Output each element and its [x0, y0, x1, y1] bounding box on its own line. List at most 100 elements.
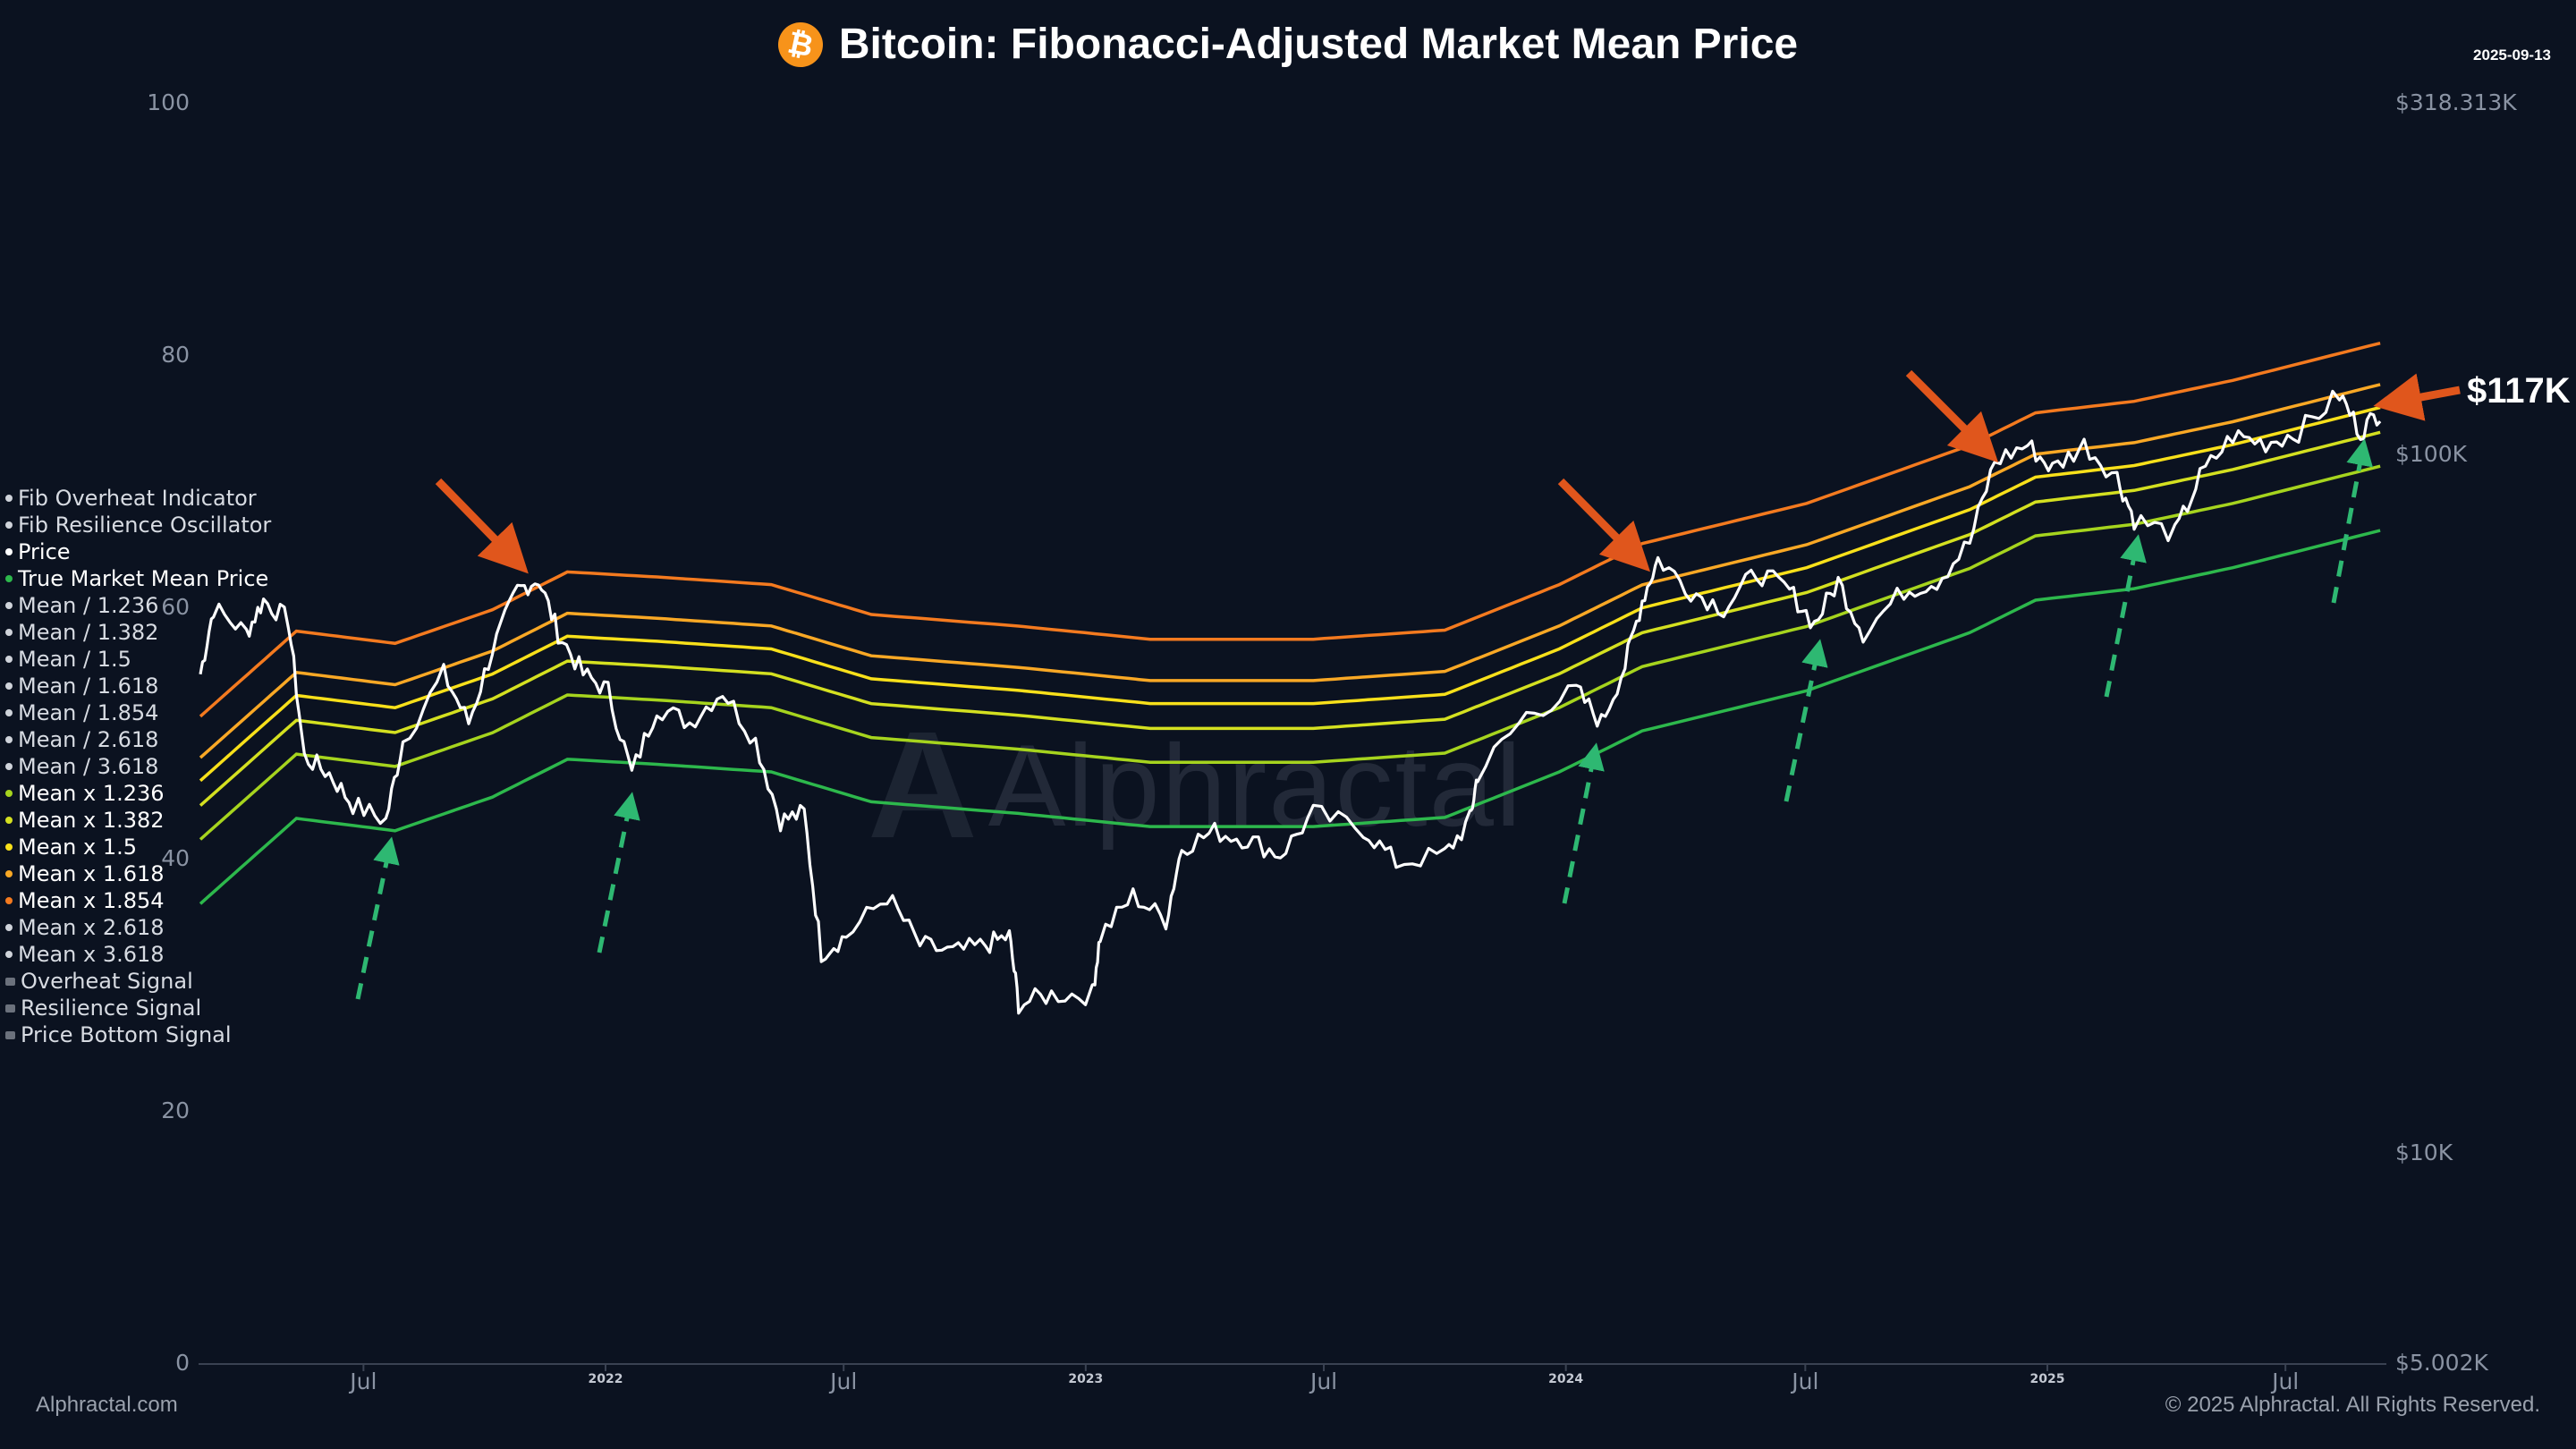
- legend-label: Mean / 1.854: [18, 700, 159, 725]
- legend-item[interactable]: Mean x 1.5: [5, 834, 271, 860]
- legend-item[interactable]: Mean / 1.618: [5, 673, 271, 699]
- y-right-tick-label: $10K: [2395, 1139, 2453, 1165]
- legend-label: Mean x 3.618: [18, 942, 165, 967]
- x-tick-label: 2022: [588, 1372, 623, 1386]
- legend-marker-icon: [5, 790, 13, 797]
- legend-label: Price: [18, 539, 71, 564]
- x-tick-label: Jul: [830, 1368, 858, 1394]
- x-tick-label: Jul: [350, 1368, 377, 1394]
- footer-site: Alphractal.com: [36, 1393, 178, 1417]
- support-arrow-1: [355, 836, 400, 1000]
- y-right-tick-label: $318.313K: [2395, 89, 2517, 115]
- resistance-arrow-1: [435, 478, 529, 574]
- legend-item[interactable]: Fib Overheat Indicator: [5, 485, 271, 512]
- legend-item[interactable]: Overheat Signal: [5, 968, 271, 995]
- support-arrow-2: [597, 792, 640, 953]
- legend-label: Fib Overheat Indicator: [18, 486, 257, 511]
- legend-item[interactable]: Mean / 1.382: [5, 619, 271, 646]
- legend-marker-icon: [5, 843, 13, 851]
- price-callout: $117K: [2467, 371, 2571, 411]
- legend-item[interactable]: Price Bottom Signal: [5, 1021, 271, 1048]
- y-left-tick-label: 60: [161, 593, 190, 620]
- legend-item[interactable]: Mean / 1.5: [5, 646, 271, 673]
- legend-item[interactable]: Mean x 1.382: [5, 807, 271, 834]
- legend-marker-icon: [5, 951, 13, 958]
- legend-item[interactable]: Mean / 3.618: [5, 753, 271, 780]
- watermark: A Alphractal: [868, 698, 1523, 873]
- legend-marker-icon: [5, 682, 13, 690]
- legend-item[interactable]: Mean x 1.618: [5, 860, 271, 887]
- legend-item[interactable]: Price: [5, 538, 271, 565]
- series-band-1-382: [199, 430, 2381, 807]
- legend-marker-icon: [5, 736, 13, 743]
- watermark-logo-icon: A: [868, 700, 979, 870]
- legend-item[interactable]: Mean / 1.854: [5, 699, 271, 726]
- legend-marker-icon: [5, 521, 13, 529]
- y-left-tick-label: 100: [147, 89, 190, 115]
- support-arrow-5: [2104, 534, 2147, 698]
- legend-marker-icon: [5, 897, 13, 904]
- legend-marker-icon: [5, 495, 13, 502]
- resistance-arrow-4: [2373, 373, 2461, 421]
- legend-label: Mean x 1.5: [18, 835, 138, 860]
- y-left-tick-label: 40: [161, 845, 190, 872]
- x-tick-label: Jul: [1792, 1368, 1819, 1394]
- legend-item[interactable]: Mean x 3.618: [5, 941, 271, 968]
- legend-label: Resilience Signal: [21, 996, 202, 1021]
- legend-label: Mean / 1.618: [18, 674, 159, 699]
- y-right-tick-label: $100K: [2395, 440, 2468, 467]
- legend-label: Mean / 1.236: [18, 593, 159, 618]
- legend-item[interactable]: Fib Resilience Oscillator: [5, 512, 271, 538]
- x-tick-label: Jul: [1309, 1368, 1338, 1394]
- series-true-market-mean: [199, 529, 2381, 905]
- legend-marker-icon: [5, 817, 13, 824]
- legend-marker-icon: [5, 629, 13, 636]
- support-arrow-4: [1784, 639, 1828, 802]
- legend-item[interactable]: Mean x 1.854: [5, 887, 271, 914]
- series-band-1-618: [199, 383, 2381, 759]
- resistance-arrow-3: [1905, 369, 1999, 463]
- legend-label: Mean x 1.854: [18, 888, 165, 913]
- legend-label: Price Bottom Signal: [21, 1022, 232, 1047]
- watermark-text: Alphractal: [987, 720, 1523, 851]
- date-label: 2025-09-13: [2473, 47, 2551, 64]
- legend-label: Mean x 1.618: [18, 861, 165, 886]
- series-band-1-854: [199, 342, 2381, 718]
- y-left-tick-label: 0: [175, 1350, 190, 1376]
- chart-title-text: Bitcoin: Fibonacci-Adjusted Market Mean …: [838, 21, 1799, 68]
- legend-label: Fib Resilience Oscillator: [18, 513, 272, 538]
- legend-marker-icon: [5, 575, 13, 582]
- x-tick-label: 2025: [2029, 1372, 2065, 1386]
- legend: Fib Overheat Indicator Fib Resilience Osc…: [5, 485, 271, 1048]
- legend-marker-icon: [5, 656, 13, 663]
- legend-marker-icon: [5, 1004, 15, 1013]
- legend-marker-icon: [5, 870, 13, 877]
- series-band-1-236: [199, 464, 2381, 841]
- legend-item[interactable]: True Market Mean Price: [5, 565, 271, 592]
- legend-label: Mean x 1.236: [18, 781, 165, 806]
- legend-item[interactable]: Mean x 1.236: [5, 780, 271, 807]
- legend-label: Mean x 2.618: [18, 915, 165, 940]
- legend-item[interactable]: Resilience Signal: [5, 995, 271, 1021]
- legend-marker-icon: [5, 1030, 15, 1039]
- legend-label: Mean / 3.618: [18, 754, 159, 779]
- resistance-arrow-2: [1557, 478, 1650, 572]
- legend-label: Mean / 1.5: [18, 647, 131, 672]
- legend-item[interactable]: Mean / 1.236: [5, 592, 271, 619]
- chart-title: ₿ Bitcoin: Fibonacci-Adjusted Market Mea…: [0, 17, 2576, 72]
- legend-label: Overheat Signal: [21, 969, 193, 994]
- y-right-tick-label: $5.002K: [2395, 1350, 2488, 1376]
- x-tick-label: 2024: [1548, 1372, 1584, 1386]
- legend-marker-icon: [5, 924, 13, 931]
- legend-item[interactable]: Mean / 2.618: [5, 726, 271, 753]
- legend-marker-icon: [5, 709, 13, 716]
- legend-marker-icon: [5, 548, 13, 555]
- series-band-1-5: [199, 405, 2381, 783]
- x-tick-label: 2023: [1068, 1372, 1104, 1386]
- legend-item[interactable]: Mean x 2.618: [5, 914, 271, 941]
- legend-label: Mean / 1.382: [18, 620, 159, 645]
- series-price: [199, 389, 2382, 1015]
- x-tick-label: Jul: [2272, 1368, 2300, 1394]
- legend-label: Mean / 2.618: [18, 727, 159, 752]
